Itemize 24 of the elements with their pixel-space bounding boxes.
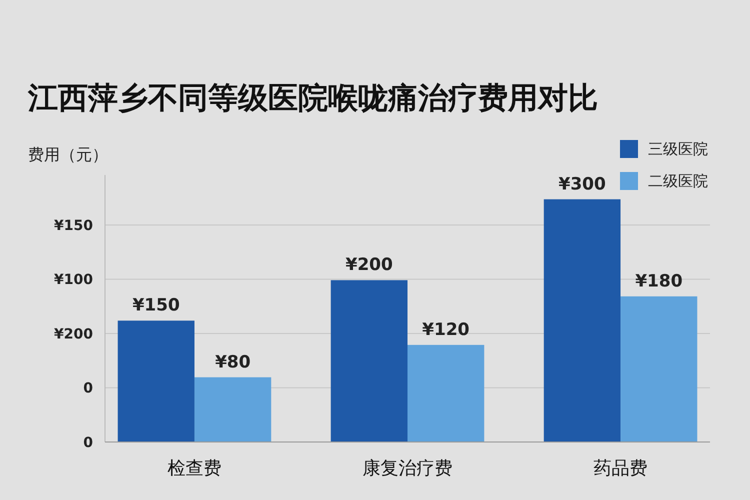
data-label: ¥200 — [345, 255, 393, 276]
bar — [118, 320, 194, 442]
text: ¥100 — [54, 272, 94, 288]
data-label: ¥120 — [422, 320, 470, 340]
data-label: ¥180 — [635, 271, 683, 292]
legend-label: 二级医院 — [648, 172, 708, 190]
data-label: ¥150 — [132, 296, 180, 316]
x-tick-label: 检查费 — [167, 458, 222, 479]
bar — [544, 199, 621, 442]
x-tick-label: 康复治疗费 — [362, 458, 452, 479]
data-label: ¥300 — [558, 174, 606, 194]
bar — [408, 344, 484, 442]
bar — [194, 377, 272, 442]
text: ¥150 — [54, 218, 94, 234]
bar — [620, 296, 698, 442]
text: 0 — [83, 434, 94, 451]
chart-title: 江西萍乡不同等级医院喉咙痛治疗费用对比 — [27, 81, 598, 116]
text: 0 — [83, 380, 94, 397]
legend-label: 三级医院 — [648, 140, 708, 158]
x-tick-label: 药品费 — [594, 458, 648, 479]
data-label: ¥80 — [215, 352, 251, 372]
text: ¥200 — [54, 326, 94, 342]
y-axis-title: 费用（元） — [28, 145, 108, 164]
bar — [330, 280, 408, 442]
